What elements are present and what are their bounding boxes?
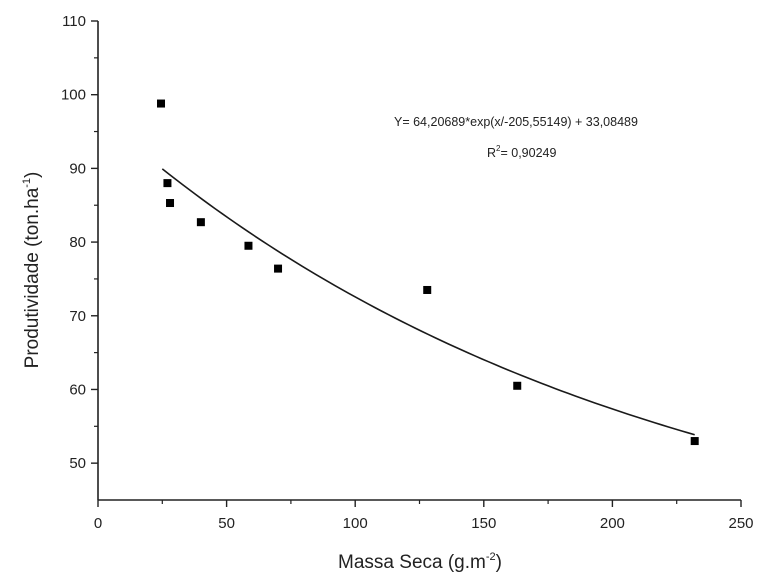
data-point: [157, 99, 166, 108]
y-tick-label: 60: [69, 381, 86, 398]
data-point: [423, 285, 432, 294]
data-point: [163, 179, 172, 188]
fit-equation: Y= 64,20689*exp(x/-205,55149) + 33,08489: [394, 115, 638, 129]
y-axis-title: Produtividade (ton.ha-1): [21, 172, 43, 369]
fit-curve-group: [161, 168, 695, 436]
x-tick-label: 200: [600, 515, 625, 532]
fit-curve: [161, 168, 695, 436]
x-tick-label: 250: [728, 515, 753, 532]
data-point: [244, 241, 253, 250]
data-point: [196, 218, 205, 227]
x-tick-label: 0: [94, 515, 102, 532]
y-tick-label: 90: [69, 160, 86, 177]
y-tick-label: 80: [69, 234, 86, 251]
x-axis-title: Massa Seca (g.m-2): [338, 551, 502, 573]
y-tick-label: 70: [69, 308, 86, 325]
data-points: [157, 99, 699, 446]
data-point: [274, 264, 283, 273]
axes: [97, 21, 741, 501]
y-tick-label: 50: [69, 455, 86, 472]
x-tick-label: 100: [343, 515, 368, 532]
data-point: [513, 381, 522, 390]
y-tick-label: 100: [61, 87, 86, 104]
x-tick-label: 50: [218, 515, 235, 532]
ticks: 0 50 100 150 200 250 50 60 70 80 90 100 110: [61, 13, 754, 532]
y-tick-label: 110: [62, 13, 86, 30]
x-tick-label: 150: [471, 515, 496, 532]
data-point: [690, 437, 699, 446]
r-squared-label: R2= 0,90249: [487, 144, 556, 160]
data-point: [166, 199, 175, 208]
